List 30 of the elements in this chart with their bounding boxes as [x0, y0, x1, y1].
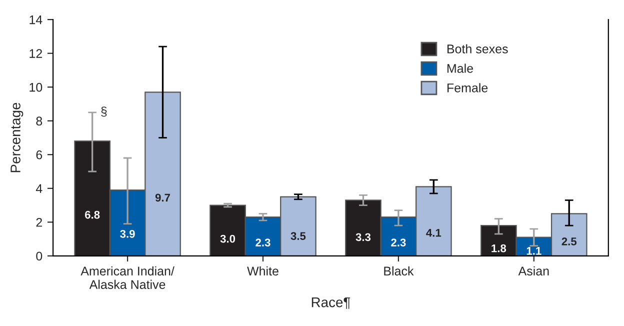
data-label: 3.5 [290, 232, 306, 240]
data-label: 1.1 [526, 247, 542, 255]
y-tick-label: 2 [36, 218, 42, 227]
data-label: 3.9 [120, 230, 135, 238]
x-tick-label: American Indian/ Alaska Native [80, 266, 174, 289]
data-label: 9.7 [155, 194, 170, 202]
y-tick-label: 8 [36, 116, 42, 126]
data-label: 1.8 [492, 244, 506, 252]
y-tick-label: 14 [30, 15, 42, 24]
y-tick-label: 0 [36, 252, 42, 261]
y-tick-label: 12 [30, 49, 42, 58]
data-label: 2.5 [562, 238, 577, 246]
legend-label: Female [447, 83, 488, 92]
legend-label: Both sexes [447, 44, 508, 54]
y-axis-title: Percentage [10, 102, 24, 172]
annotation: § [101, 106, 107, 117]
data-label: 3.0 [220, 234, 236, 243]
data-label: 2.3 [256, 238, 270, 246]
y-tick-label: 4 [36, 184, 42, 193]
data-label: 3.3 [356, 233, 371, 242]
x-tick-label: Black [384, 266, 414, 276]
x-tick-label: White [247, 266, 278, 276]
data-label: 2.3 [391, 238, 406, 246]
x-axis-title: Race¶ [312, 298, 350, 309]
legend-label: Male [447, 64, 473, 73]
y-tick-label: 10 [30, 82, 42, 92]
y-tick-label: 6 [36, 150, 42, 160]
data-label: 4.1 [426, 228, 442, 237]
data-label: 6.8 [85, 210, 100, 219]
x-tick-label: Asian [518, 266, 549, 276]
